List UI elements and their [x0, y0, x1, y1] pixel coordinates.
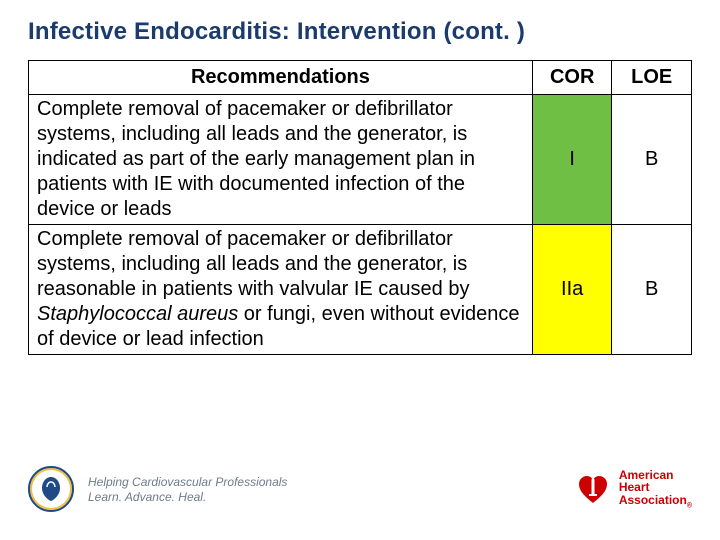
cor-cell: IIa	[532, 225, 612, 355]
table-row: Complete removal of pacemaker or defibri…	[29, 225, 692, 355]
tagline-line2: Learn. Advance. Heal.	[88, 490, 287, 504]
col-header-loe: LOE	[612, 61, 692, 95]
table-row: Complete removal of pacemaker or defibri…	[29, 95, 692, 225]
col-header-cor: COR	[532, 61, 612, 95]
loe-cell: B	[612, 95, 692, 225]
tagline-line1: Helping Cardiovascular Professionals	[88, 475, 287, 489]
col-header-recommendations: Recommendations	[29, 61, 533, 95]
cor-cell: I	[532, 95, 612, 225]
heart-torch-icon	[575, 471, 611, 507]
acc-logo	[28, 466, 74, 512]
aha-text: American Heart Association®	[619, 469, 692, 510]
loe-cell: B	[612, 225, 692, 355]
footer: Helping Cardiovascular Professionals Lea…	[0, 460, 720, 518]
page-title: Infective Endocarditis: Intervention (co…	[28, 18, 692, 46]
recommendations-table: Recommendations COR LOE Complete removal…	[28, 60, 692, 355]
acc-tagline: Helping Cardiovascular Professionals Lea…	[88, 475, 287, 504]
aha-logo: American Heart Association®	[575, 469, 692, 510]
aha-line3: Association	[619, 493, 687, 507]
recommendation-cell: Complete removal of pacemaker or defibri…	[29, 95, 533, 225]
footer-left: Helping Cardiovascular Professionals Lea…	[28, 466, 287, 512]
recommendation-cell: Complete removal of pacemaker or defibri…	[29, 225, 533, 355]
